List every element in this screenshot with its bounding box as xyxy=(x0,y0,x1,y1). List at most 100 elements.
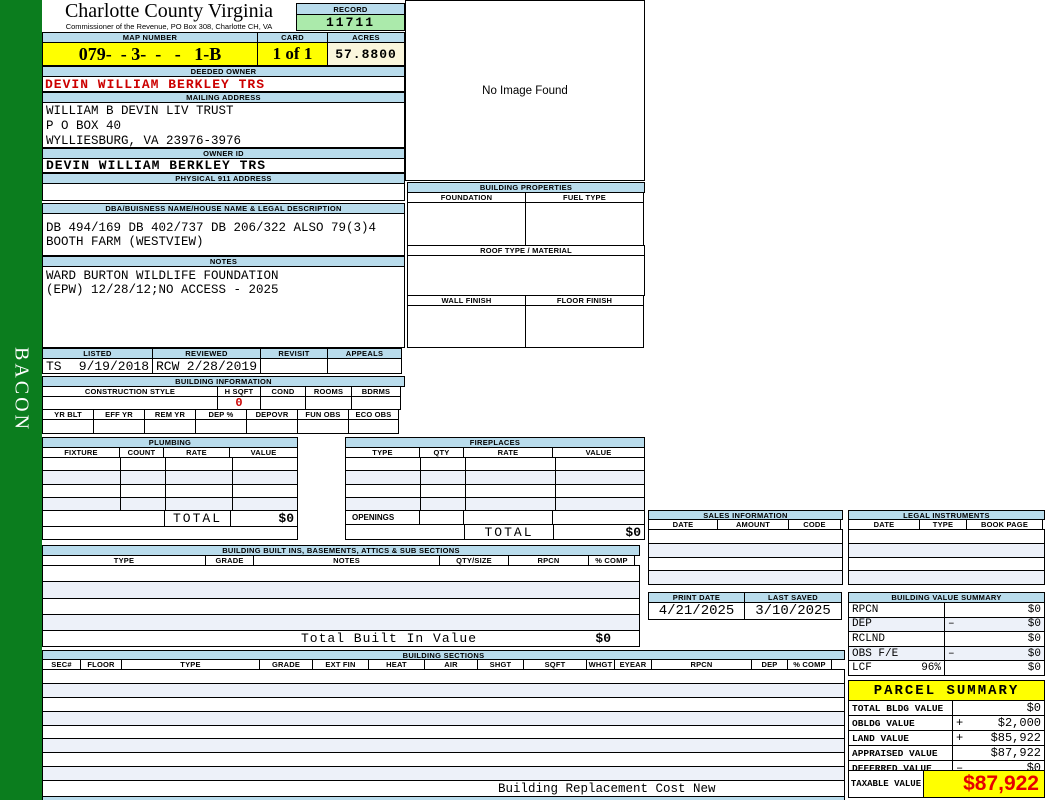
built-ins-total-label: Total Built In Value xyxy=(301,631,478,646)
plumbing-total-label: TOTAL xyxy=(164,510,231,527)
notes-box[interactable]: WARD BURTON WILDLIFE FOUNDATION (EPW) 12… xyxy=(42,266,405,348)
summary-row: RPCN $0 xyxy=(849,603,1044,618)
physical-address-box[interactable] xyxy=(42,183,405,201)
office-subtitle: Commissioner of the Revenue, PO Box 308,… xyxy=(65,22,273,31)
sales-rows xyxy=(648,529,843,585)
fireplaces-total-row: TOTAL $0 xyxy=(345,524,645,540)
next-section-sliver xyxy=(42,797,845,800)
remyr-value[interactable] xyxy=(144,419,196,434)
table-row xyxy=(43,458,297,472)
summary-row: LCF 96% $0 xyxy=(849,661,1044,675)
wall-floor-values xyxy=(407,305,645,348)
table-row xyxy=(43,497,297,510)
revisit-value[interactable] xyxy=(260,358,328,374)
funobs-value[interactable] xyxy=(297,419,349,434)
table-row xyxy=(849,571,1044,584)
table-row xyxy=(43,471,297,485)
legal-description-box[interactable]: DB 494/169 DB 402/737 DB 206/322 ALSO 79… xyxy=(42,213,405,256)
building-sections-rows xyxy=(42,669,845,781)
table-row xyxy=(346,471,644,485)
record-value[interactable]: 11711 xyxy=(296,14,405,31)
taxable-value-label: TAXABLE VALUE xyxy=(848,770,924,798)
rooms-value[interactable] xyxy=(305,396,352,410)
plumbing-spare-row xyxy=(42,526,298,540)
openings-label: OPENINGS xyxy=(345,510,420,525)
title-block: Charlotte County Virginia Commissioner o… xyxy=(44,1,294,32)
dates-value-row: 4/21/2025 3/10/2025 xyxy=(648,602,843,620)
ecoobs-value[interactable] xyxy=(348,419,399,434)
table-row xyxy=(43,599,639,615)
table-row xyxy=(649,530,842,544)
table-row xyxy=(43,739,844,754)
acres-value[interactable]: 57.8800 xyxy=(327,42,405,66)
table-row xyxy=(346,497,644,510)
legal-instruments-rows xyxy=(848,529,1045,585)
table-row xyxy=(849,558,1044,572)
listed-value[interactable]: TS 9/19/2018 xyxy=(42,358,153,374)
construction-style-value[interactable] xyxy=(42,396,218,410)
table-row xyxy=(43,670,844,684)
table-row xyxy=(649,571,842,584)
summary-row: RCLND $0 xyxy=(849,632,1044,647)
county-title: Charlotte County Virginia xyxy=(64,0,274,22)
summary-row: LAND VALUE + $85,922 xyxy=(849,731,1044,746)
table-row xyxy=(649,558,842,572)
taxable-value: $87,922 xyxy=(923,770,1045,798)
summary-row: OBLDG VALUE + $2,000 xyxy=(849,716,1044,731)
plumbing-rows xyxy=(42,457,298,511)
summary-row: DEP – $0 xyxy=(849,617,1044,633)
replacement-cost-label: Building Replacement Cost New xyxy=(498,781,716,796)
depovr-value[interactable] xyxy=(246,419,298,434)
table-row xyxy=(43,683,844,698)
table-row xyxy=(43,726,844,740)
effyr-value[interactable] xyxy=(93,419,145,434)
cond-value[interactable] xyxy=(260,396,306,410)
mailing-address-box[interactable]: WILLIAM B DEVIN LIV TRUST P O BOX 40 WYL… xyxy=(42,102,405,148)
fuel-type-value[interactable] xyxy=(525,202,644,246)
fireplaces-total-value: $0 xyxy=(553,524,645,540)
building-info-value-row2 xyxy=(42,419,405,434)
appeals-value[interactable] xyxy=(327,358,402,374)
roof-type-value[interactable] xyxy=(407,255,645,296)
fireplaces-openings-row: OPENINGS xyxy=(345,510,645,525)
built-ins-total-row: Total Built In Value $0 xyxy=(42,630,640,647)
deeded-owner-value[interactable]: DEVIN WILLIAM BERKLEY TRS xyxy=(42,76,405,92)
table-row xyxy=(43,753,844,768)
bdrms-value[interactable] xyxy=(351,396,401,410)
foundation-value[interactable] xyxy=(407,202,526,246)
wall-finish-value[interactable] xyxy=(407,305,526,348)
building-sections-footer-row: Building Replacement Cost New xyxy=(42,780,845,797)
floor-finish-value[interactable] xyxy=(525,305,644,348)
summary-row: OBS F/E – $0 xyxy=(849,646,1044,662)
built-ins-rows xyxy=(42,565,640,631)
taxable-value-row: TAXABLE VALUE $87,922 xyxy=(848,770,1045,798)
table-row xyxy=(346,484,644,498)
plumbing-total-row: TOTAL $0 xyxy=(42,510,298,527)
reviewed-value[interactable]: RCW 2/28/2019 xyxy=(152,358,261,374)
legal-line: DB 494/169 DB 402/737 DB 206/322 ALSO 79… xyxy=(46,221,377,235)
hsqft-value[interactable]: 0 xyxy=(217,396,261,410)
print-date-value: 4/21/2025 xyxy=(648,602,745,620)
yrblt-value[interactable] xyxy=(42,419,94,434)
fireplaces-total-label: TOTAL xyxy=(464,524,554,540)
dep-pct-value[interactable] xyxy=(195,419,247,434)
sidebar: BACON xyxy=(0,0,42,800)
map-number-value[interactable]: 079- - 3- - - 1-B xyxy=(42,42,258,66)
building-info-header-row1: CONSTRUCTION STYLE H SQFT COND ROOMS BDR… xyxy=(42,386,405,397)
summary-row: APPRAISED VALUE $87,922 xyxy=(849,746,1044,761)
notes-line: WARD BURTON WILDLIFE FOUNDATION xyxy=(46,269,279,283)
review-value-row: TS 9/19/2018 RCW 2/28/2019 xyxy=(42,358,405,374)
no-image-text: No Image Found xyxy=(482,84,568,97)
last-saved-value: 3/10/2025 xyxy=(744,602,842,620)
card-value[interactable]: 1 of 1 xyxy=(257,42,328,66)
built-ins-total-value: $0 xyxy=(595,631,611,646)
table-row xyxy=(43,767,844,780)
table-row xyxy=(43,614,639,630)
mailing-line: WYLLIESBURG, VA 23976-3976 xyxy=(46,134,242,148)
building-info-value-row1: 0 xyxy=(42,396,405,410)
openings-value[interactable] xyxy=(419,510,464,525)
owner-id-value[interactable]: DEVIN WILLIAM BERKLEY TRS xyxy=(42,158,405,173)
building-sections-header-row: SEC# FLOOR TYPE GRADE EXT FIN HEAT AIR S… xyxy=(42,659,845,670)
table-row xyxy=(346,458,644,472)
